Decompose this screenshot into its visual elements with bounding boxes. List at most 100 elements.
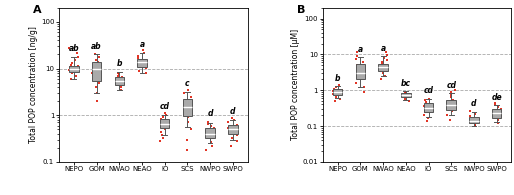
Point [405, 99, 413, 103]
Point [425, 97, 433, 100]
Point [116, 79, 124, 82]
Point [232, 131, 240, 134]
Point [179, 91, 188, 94]
Point [491, 104, 499, 107]
Point [233, 133, 241, 136]
Point [117, 88, 125, 91]
Point [420, 111, 429, 114]
Point [446, 118, 454, 121]
Point [118, 76, 126, 79]
Point [65, 65, 74, 68]
Point [353, 50, 361, 53]
PathPatch shape [356, 64, 365, 79]
Point [471, 123, 479, 126]
Text: d: d [207, 109, 213, 119]
Point [494, 118, 502, 121]
Text: a: a [380, 44, 386, 53]
Point [70, 69, 78, 72]
Point [90, 53, 99, 56]
Text: cd: cd [424, 86, 433, 95]
PathPatch shape [333, 90, 342, 95]
Point [381, 50, 390, 53]
Point [156, 139, 164, 143]
Point [71, 59, 79, 62]
Point [89, 68, 97, 71]
PathPatch shape [378, 64, 388, 71]
Point [359, 61, 367, 64]
Point [209, 137, 217, 140]
PathPatch shape [137, 59, 147, 66]
Point [68, 62, 76, 65]
Point [114, 81, 122, 84]
PathPatch shape [69, 66, 79, 72]
Point [380, 56, 389, 59]
Text: ab: ab [91, 42, 102, 51]
Text: cd: cd [446, 81, 456, 90]
Point [471, 112, 479, 115]
Point [377, 62, 386, 65]
Point [184, 121, 192, 124]
Point [93, 86, 101, 89]
Point [353, 64, 361, 67]
PathPatch shape [160, 119, 170, 129]
Point [183, 138, 191, 141]
Text: b: b [335, 74, 340, 83]
Point [232, 125, 241, 128]
Point [401, 92, 409, 95]
Point [352, 81, 360, 84]
Point [420, 104, 428, 107]
PathPatch shape [182, 99, 192, 116]
Point [233, 139, 241, 143]
Point [142, 72, 151, 75]
Point [377, 61, 386, 64]
Point [329, 92, 337, 96]
Point [93, 91, 101, 94]
Point [114, 83, 122, 86]
Point [67, 77, 75, 80]
Point [187, 128, 195, 131]
Text: bc: bc [401, 79, 411, 88]
Point [65, 68, 74, 71]
Point [89, 77, 98, 80]
Point [470, 120, 478, 123]
Point [74, 64, 82, 67]
Point [381, 64, 389, 67]
Point [93, 100, 101, 103]
Point [447, 95, 455, 98]
Point [423, 102, 431, 105]
Point [401, 97, 410, 100]
PathPatch shape [228, 125, 237, 134]
Point [399, 94, 407, 97]
Point [134, 56, 142, 59]
Point [337, 91, 345, 94]
Point [183, 112, 191, 115]
Point [493, 105, 502, 109]
Point [332, 86, 340, 89]
Point [208, 129, 216, 132]
Point [161, 121, 170, 125]
Y-axis label: Total POP concentration [μM]: Total POP concentration [μM] [290, 29, 300, 140]
Point [331, 87, 339, 90]
Point [205, 120, 213, 123]
Point [420, 98, 429, 102]
Point [497, 114, 505, 117]
Point [160, 112, 169, 115]
PathPatch shape [447, 99, 456, 110]
Point [157, 131, 165, 134]
Point [114, 72, 122, 75]
Point [137, 59, 145, 63]
Point [115, 73, 123, 76]
Point [445, 101, 453, 104]
Point [65, 46, 74, 49]
Point [401, 91, 409, 94]
Point [142, 66, 150, 69]
Text: d: d [471, 99, 476, 108]
Point [383, 54, 391, 57]
Point [119, 78, 127, 81]
Point [227, 144, 235, 147]
Text: de: de [491, 93, 502, 102]
Point [334, 94, 342, 97]
Point [163, 120, 172, 123]
Point [377, 78, 386, 81]
Point [224, 121, 232, 124]
